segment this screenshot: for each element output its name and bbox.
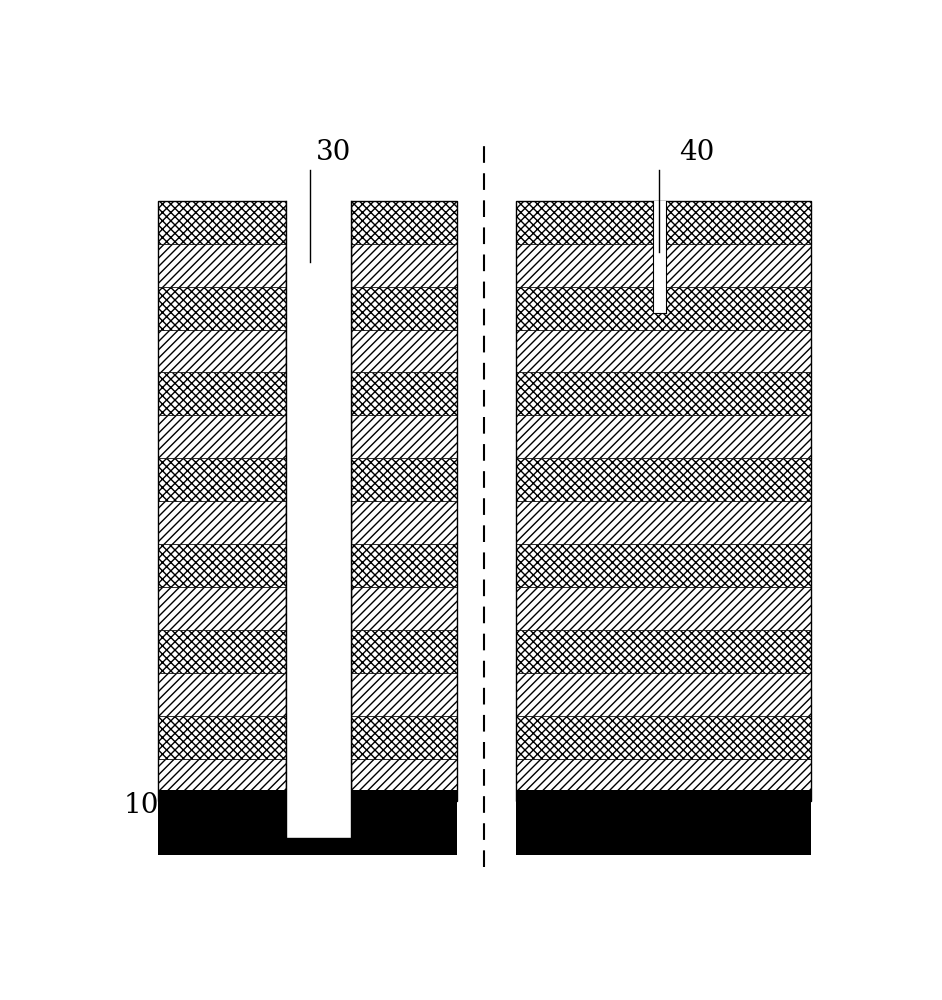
Bar bbox=[351, 458, 457, 501]
Bar bbox=[515, 544, 811, 587]
Bar bbox=[351, 201, 457, 801]
Text: 40: 40 bbox=[679, 139, 714, 166]
Bar bbox=[158, 630, 285, 673]
Bar bbox=[158, 330, 285, 372]
Bar bbox=[158, 790, 457, 855]
Bar bbox=[351, 201, 457, 244]
Bar bbox=[515, 673, 811, 716]
Bar bbox=[158, 716, 285, 759]
Bar bbox=[158, 287, 285, 330]
Bar bbox=[515, 330, 811, 372]
Bar bbox=[158, 759, 285, 801]
Bar bbox=[351, 501, 457, 544]
Bar bbox=[158, 501, 285, 544]
Bar bbox=[158, 415, 285, 458]
Bar bbox=[515, 201, 811, 801]
Bar bbox=[351, 415, 457, 458]
Bar bbox=[158, 544, 285, 587]
Bar bbox=[351, 330, 457, 372]
Bar bbox=[158, 587, 285, 630]
Bar bbox=[653, 201, 666, 312]
Bar bbox=[515, 501, 811, 544]
Bar bbox=[515, 287, 811, 330]
Bar bbox=[515, 372, 811, 415]
Bar bbox=[515, 201, 811, 244]
Bar bbox=[158, 673, 285, 716]
Bar bbox=[515, 458, 811, 501]
Bar bbox=[515, 587, 811, 630]
Bar bbox=[351, 287, 457, 330]
Bar bbox=[351, 716, 457, 759]
Bar bbox=[285, 201, 351, 838]
Bar bbox=[515, 630, 811, 673]
Text: 10: 10 bbox=[123, 792, 159, 819]
Text: 30: 30 bbox=[316, 139, 350, 166]
Bar bbox=[158, 458, 285, 501]
Bar bbox=[515, 716, 811, 759]
Bar bbox=[158, 201, 285, 244]
Bar bbox=[351, 759, 457, 801]
Bar bbox=[351, 244, 457, 287]
Bar bbox=[351, 630, 457, 673]
Bar bbox=[515, 244, 811, 287]
Bar bbox=[158, 372, 285, 415]
Bar bbox=[515, 415, 811, 458]
Bar bbox=[351, 372, 457, 415]
Bar bbox=[158, 201, 285, 801]
Bar bbox=[158, 244, 285, 287]
Bar bbox=[351, 673, 457, 716]
Bar bbox=[351, 587, 457, 630]
Bar bbox=[351, 544, 457, 587]
Bar bbox=[515, 790, 811, 855]
Bar bbox=[515, 759, 811, 801]
